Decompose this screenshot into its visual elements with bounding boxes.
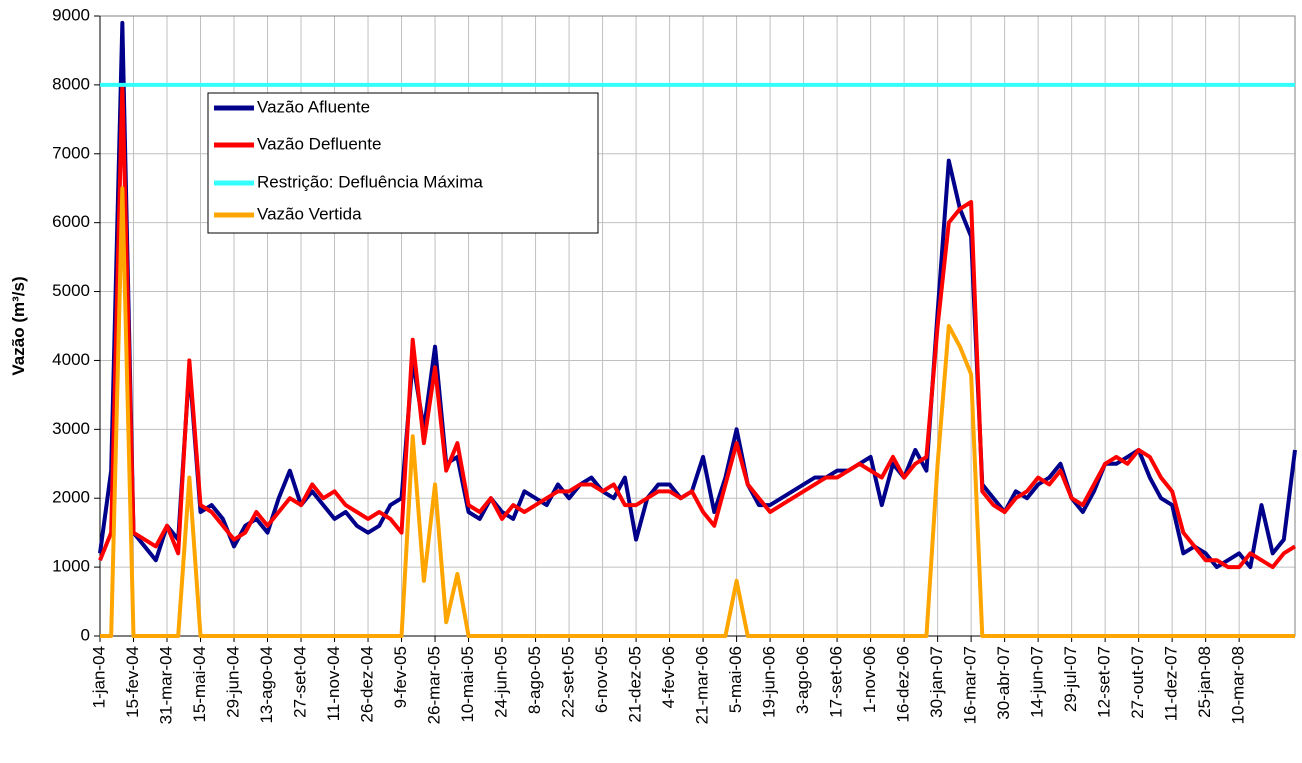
- x-tick-label: 30-jan-07: [927, 646, 946, 718]
- y-tick-label: 9000: [52, 5, 90, 24]
- x-tick-label: 29-jun-04: [224, 646, 243, 718]
- x-tick-label: 31-mar-04: [156, 646, 175, 724]
- x-tick-label: 11-nov-04: [324, 646, 343, 721]
- x-tick-label: 16-mar-07: [961, 646, 980, 724]
- legend-label: Restrição: Defluência Máxima: [257, 172, 483, 191]
- x-tick-label: 21-dez-05: [626, 646, 645, 723]
- x-tick-label: 15-fev-04: [123, 646, 142, 718]
- x-tick-label: 13-ago-04: [257, 646, 276, 724]
- legend-box: [207, 92, 599, 234]
- x-tick-label: 30-abr-07: [994, 646, 1013, 720]
- y-tick-label: 3000: [52, 419, 90, 438]
- x-tick-label: 26-dez-04: [358, 646, 377, 723]
- series-line: [100, 186, 1295, 638]
- x-tick-label: 1-jan-04: [89, 646, 108, 708]
- series-line: [98, 82, 1297, 570]
- x-tick-label: 17-set-06: [827, 646, 846, 718]
- x-tick-label: 25-jan-08: [1195, 646, 1214, 718]
- y-tick-label: 5000: [52, 281, 90, 300]
- legend-label: Vazão Afluente: [257, 97, 370, 116]
- x-tick-label: 26-mar-05: [425, 646, 444, 724]
- x-tick-label: 27-set-04: [291, 646, 310, 718]
- y-axis-title: Vazão (m³/s): [9, 276, 28, 375]
- y-tick-label: 7000: [52, 143, 90, 162]
- x-tick-label: 10-mai-05: [458, 646, 477, 723]
- x-tick-label: 12-set-07: [1095, 646, 1114, 718]
- x-tick-label: 9-fev-05: [391, 646, 410, 708]
- y-tick-label: 0: [81, 625, 90, 644]
- y-tick-label: 8000: [52, 74, 90, 93]
- x-tick-label: 6-nov-05: [592, 646, 611, 713]
- x-tick-label: 11-dez-07: [1162, 646, 1181, 721]
- x-tick-label: 14-jun-07: [1028, 646, 1047, 718]
- x-tick-label: 27-out-07: [1128, 646, 1147, 719]
- x-tick-label: 21-mar-06: [693, 646, 712, 724]
- x-tick-label: 1-nov-06: [860, 646, 879, 713]
- y-tick-label: 1000: [52, 557, 90, 576]
- legend-label: Vazão Vertida: [257, 204, 362, 223]
- x-tick-label: 19-jun-06: [760, 646, 779, 718]
- x-tick-label: 10-mar-08: [1229, 646, 1248, 724]
- y-tick-label: 4000: [52, 350, 90, 369]
- x-tick-label: 22-set-05: [559, 646, 578, 718]
- legend-label: Vazão Defluente: [257, 134, 381, 153]
- x-tick-label: 8-ago-05: [525, 646, 544, 714]
- x-tick-label: 4-fev-06: [659, 646, 678, 708]
- y-tick-label: 6000: [52, 212, 90, 231]
- legend: Vazão Afluente Vazão Defluente Restrição: …: [207, 92, 599, 234]
- x-tick-label: 15-mai-04: [190, 646, 209, 723]
- x-tick-label: 29-jul-07: [1061, 646, 1080, 712]
- series-line: [98, 20, 1297, 570]
- y-tick-label: 2000: [52, 488, 90, 507]
- x-tick-label: 16-dez-06: [894, 646, 913, 723]
- x-tick-label: 3-ago-06: [793, 646, 812, 714]
- x-tick-label: 5-mai-06: [726, 646, 745, 713]
- x-tick-label: 24-jun-05: [492, 646, 511, 718]
